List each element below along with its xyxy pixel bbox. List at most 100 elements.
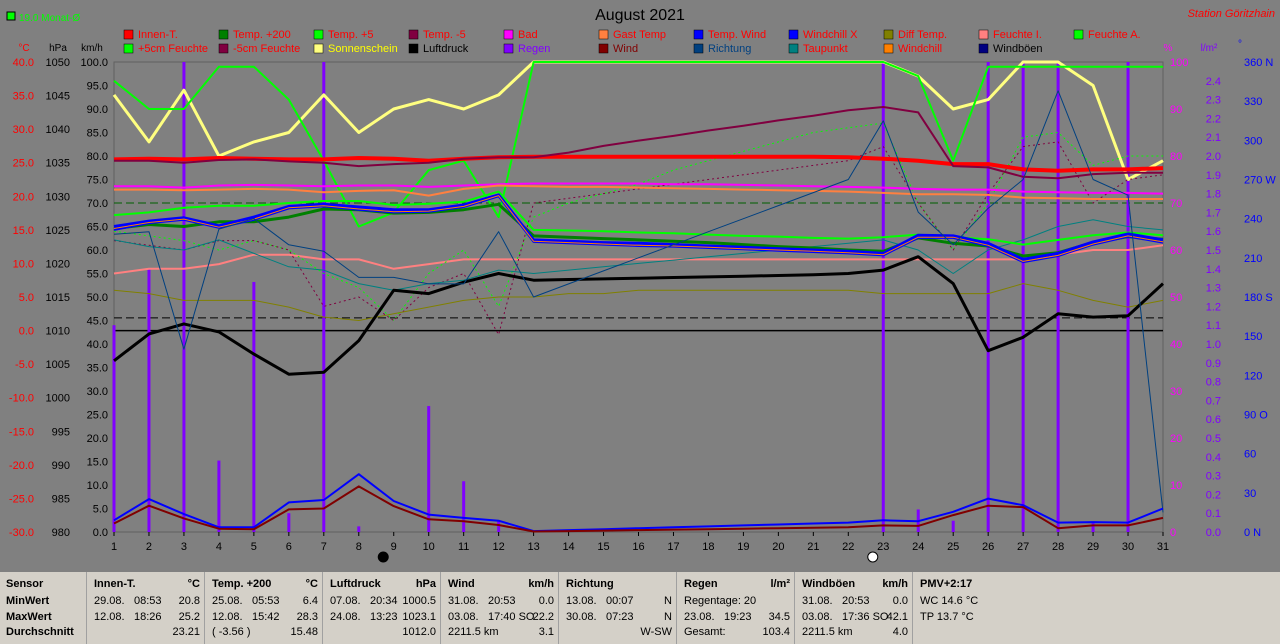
stats-cell: 22.2 (532, 611, 554, 623)
pressure-tick: 1015 (46, 292, 70, 304)
legend-label: Innen-T. (138, 29, 178, 41)
series-line (113, 473, 1164, 533)
percent-tick: 30 (1170, 386, 1182, 398)
temp-tick: -30.0 (9, 527, 34, 539)
rain-tick: 2.3 (1206, 95, 1221, 107)
direction-tick: 360 N (1244, 57, 1273, 69)
stats-cell: 42.1 (886, 611, 908, 623)
rain-bar (112, 325, 116, 532)
x-tick: 2 (146, 541, 152, 553)
rain-bar (1021, 62, 1025, 532)
x-tick: 30 (1122, 541, 1134, 553)
stats-row-label: MinWert (6, 595, 50, 607)
pressure-tick: 980 (52, 527, 70, 539)
legend-label: Taupunkt (803, 43, 848, 55)
stats-col-unit: °C (187, 578, 200, 590)
percent-unit: % (1164, 43, 1173, 54)
stats-cell: N (664, 595, 672, 607)
rain-tick: 1.2 (1206, 301, 1221, 313)
legend-label: Bad (518, 29, 538, 41)
rain-tick: 2.1 (1206, 132, 1221, 144)
rain-bar (497, 520, 501, 532)
direction-tick: 30 (1244, 488, 1256, 500)
direction-tick: 60 (1244, 449, 1256, 461)
legend-label: Windchill X (803, 29, 858, 41)
stats-cell: 0.0 (892, 595, 908, 607)
stats-col-unit: km/h (882, 578, 908, 590)
percent-tick: 50 (1170, 292, 1182, 304)
legend-label: +5cm Feuchte (138, 43, 208, 55)
rain-tick: 0.5 (1206, 433, 1221, 445)
direction-unit: ° (1238, 39, 1242, 50)
stats-col-col7: Regen l/m² Regentage: 20 23.08. 19:23 34.5 Ges… (678, 572, 795, 644)
stats-col-title: Temp. +200 (212, 578, 272, 590)
stats-cell: 29.08. (94, 595, 125, 607)
x-tick: 1 (111, 541, 117, 553)
wind-tick: 40.0 (87, 339, 108, 351)
stats-cell: 07:23 (606, 611, 634, 623)
x-tick: 11 (458, 541, 469, 553)
wind-tick: 0.0 (93, 527, 108, 539)
legend-swatch (883, 43, 894, 54)
x-tick: 22 (842, 541, 854, 553)
series-line (113, 283, 1164, 321)
legend-label: Temp. +200 (233, 29, 291, 41)
rain-tick: 1.0 (1206, 339, 1221, 351)
direction-tick: 210 (1244, 253, 1262, 265)
moon-phase-icon (867, 551, 879, 563)
rain-tick: 1.5 (1206, 245, 1221, 257)
stats-col-unit: hPa (415, 578, 436, 590)
wind-tick: 50.0 (87, 292, 108, 304)
direction-tick: 0 N (1244, 527, 1261, 539)
stats-col-title: Innen-T. (94, 578, 136, 590)
series-line (113, 219, 1164, 291)
percent-tick: 10 (1170, 480, 1182, 492)
x-tick: 25 (947, 541, 959, 553)
wind-tick: 85.0 (87, 128, 108, 140)
stats-pmv-title: PMV+2:17 (920, 578, 973, 590)
legend-label: Gast Temp (613, 29, 666, 41)
stats-cell: 18:26 (134, 611, 162, 623)
x-tick: 3 (181, 541, 187, 553)
series-line (113, 195, 1164, 262)
rain-tick: 1.8 (1206, 189, 1221, 201)
pressure-tick: 1010 (46, 326, 70, 338)
legend-swatch (218, 43, 229, 54)
stats-row-label: MaxWert (6, 611, 52, 623)
stats-cell: W-SW (640, 626, 672, 638)
stats-cell: ( -3.56 ) (212, 626, 251, 638)
stats-cell: 31.08. (802, 595, 833, 607)
legend-swatch (503, 43, 514, 54)
legend-swatch (788, 29, 799, 40)
pressure-tick: 1000 (46, 393, 70, 405)
x-tick: 9 (391, 541, 397, 553)
rain-tick: 1.6 (1206, 226, 1221, 238)
wind-tick: 10.0 (87, 480, 108, 492)
stats-col-title: Wind (448, 578, 475, 590)
temp-tick: -10.0 (9, 393, 34, 405)
pressure-tick: 985 (52, 493, 70, 505)
rain-tick: 2.2 (1206, 113, 1221, 125)
rain-bar (252, 281, 256, 532)
stats-cell: 07.08. (330, 595, 361, 607)
stats-cell: 15.48 (290, 626, 318, 638)
direction-tick: 90 O (1244, 410, 1268, 422)
rain-tick: 2.4 (1206, 76, 1221, 88)
percent-tick: 20 (1170, 433, 1182, 445)
x-tick: 16 (632, 541, 644, 553)
x-tick: 7 (321, 541, 327, 553)
stats-cell: 00:07 (606, 595, 634, 607)
stats-cell: 1000.5 (402, 595, 436, 607)
rain-tick: 1.3 (1206, 283, 1221, 295)
percent-tick: 90 (1170, 104, 1182, 116)
temp-tick: -25.0 (9, 493, 34, 505)
x-tick: 6 (286, 541, 292, 553)
rain-tick: 0.0 (1206, 527, 1221, 539)
rain-tick: 1.4 (1206, 264, 1221, 276)
wind-tick: 100.0 (80, 57, 108, 69)
percent-tick: 70 (1170, 198, 1182, 210)
station-name: Station Göritzhain (1188, 8, 1275, 20)
temp-tick: 10.0 (13, 258, 34, 270)
series-line (114, 182, 1164, 195)
series-line (113, 244, 1164, 275)
